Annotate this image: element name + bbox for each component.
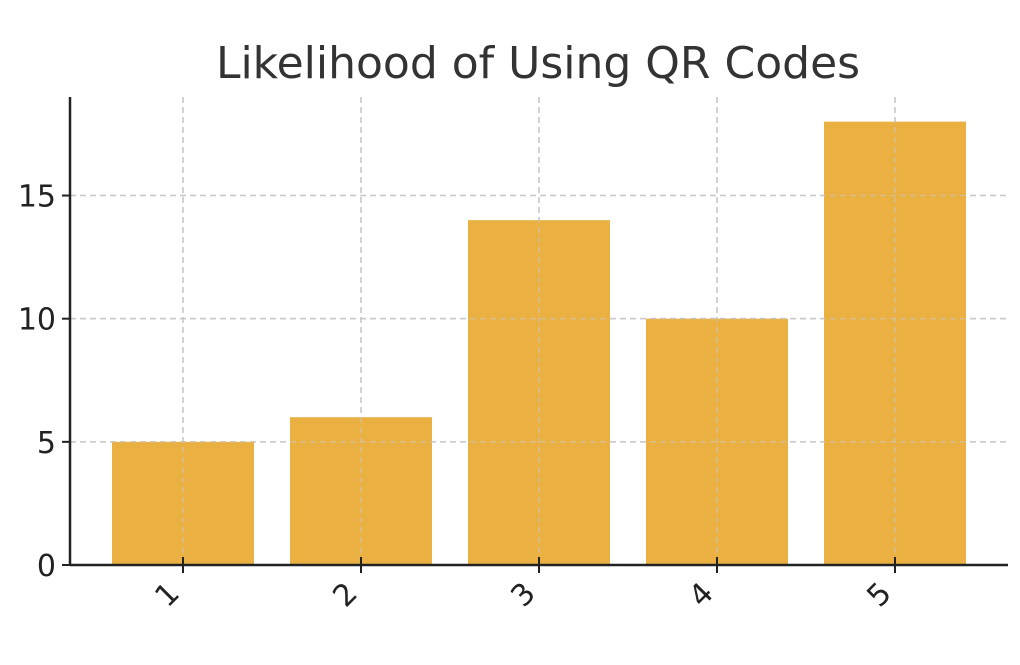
y-tick-label: 15: [18, 180, 56, 215]
x-tick-label: 3: [504, 576, 542, 614]
chart-title: Likelihood of Using QR Codes: [216, 38, 860, 89]
y-tick-label: 5: [37, 426, 56, 461]
y-tick-label: 0: [37, 549, 56, 584]
x-tick-label: 1: [148, 576, 186, 614]
x-tick-label: 5: [860, 576, 898, 614]
x-tick-label: 4: [682, 576, 720, 614]
bars-layer: [70, 97, 1008, 565]
y-tick-label: 10: [18, 303, 56, 338]
x-tick-label: 2: [326, 576, 364, 614]
grid-overlay: [70, 97, 1008, 565]
